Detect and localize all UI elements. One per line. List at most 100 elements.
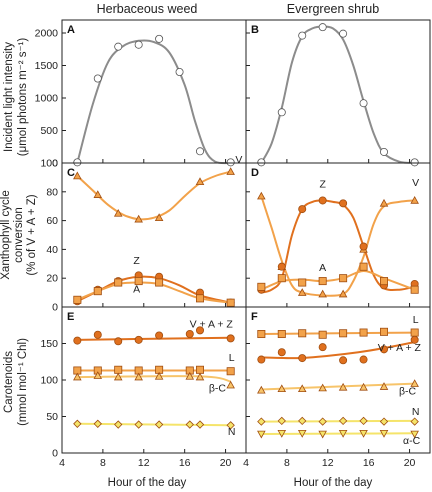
row-title-carotenoids-line2: (mmol mol⁻¹ Chl) [17, 338, 29, 426]
fit-curve-f-3 [261, 419, 415, 423]
row-title-xanthophyll-line3: (% of V + A + Z) [26, 194, 38, 275]
data-point-f-0-2 [298, 329, 307, 338]
panel-f: 4 8 12 16 20 F L V + A + Z β-C Nα-C [243, 306, 431, 469]
fit-curve-f-0 [261, 331, 415, 335]
data-point-f-2-3 [318, 383, 327, 392]
x-tick-label-f-16: 16 [363, 457, 375, 469]
data-point-f-0-7 [410, 328, 419, 337]
data-point-d-2-1 [277, 274, 286, 283]
panel-b: B [245, 19, 431, 167]
row-title-light: Incident light intensity (μmol photons m… [3, 38, 29, 157]
x-tick-label-e-8: 8 [100, 457, 106, 469]
data-point-c-0-3 [134, 214, 143, 223]
fit-curve-f-1 [261, 341, 415, 360]
data-point-d-2-3 [318, 277, 327, 286]
data-point-e-0-7 [226, 334, 235, 343]
y-tick-label-a-500: 500 [40, 125, 58, 137]
data-point-c-2-1 [93, 287, 102, 296]
data-point-d-0-3 [318, 289, 327, 298]
data-point-f-4-3 [318, 430, 327, 439]
data-point-f-3-4 [338, 416, 348, 426]
data-point-f-1-2 [298, 354, 307, 363]
panel-label-b: B [251, 24, 259, 36]
x-tick-label-f-8: 8 [284, 457, 290, 469]
data-point-f-3-0 [257, 417, 266, 426]
x-axis-title-right: Hour of the day [294, 477, 373, 489]
data-point-f-3-5 [359, 416, 368, 426]
data-point-f-4-6 [379, 430, 389, 438]
data-point-f-0-5 [359, 328, 368, 337]
data-point-e-2-1 [93, 371, 103, 379]
data-point-e-0-0 [73, 336, 82, 345]
data-point-f-2-4 [338, 382, 348, 391]
data-point-c-0-4 [154, 213, 164, 222]
annotation-d-1: V [412, 177, 419, 189]
annotation-c-1: Z [133, 255, 140, 267]
x-tick-label-e-20: 20 [220, 457, 232, 469]
data-point-f-2-1 [277, 384, 287, 393]
plot-frame-f [245, 306, 431, 454]
data-point-a-0-7 [226, 158, 235, 167]
fit-curve-c-0 [76, 170, 231, 221]
y-tick-label-e-0: 0 [52, 448, 58, 460]
x-axis-title-left: Hour of the day [108, 477, 187, 489]
data-point-f-3-7 [410, 417, 419, 426]
data-point-c-0-2 [113, 208, 123, 217]
data-point-b-0-5 [359, 99, 368, 108]
data-point-f-1-3 [318, 343, 327, 352]
data-point-b-0-6 [379, 147, 388, 156]
data-point-f-4-2 [297, 430, 307, 438]
data-point-d-0-6 [379, 198, 389, 207]
data-point-d-2-7 [410, 285, 419, 294]
x-tick-label-e-4: 4 [59, 457, 65, 469]
panel-a: 0 500 1000 1500 2000 A [35, 19, 247, 170]
data-point-f-4-5 [359, 430, 368, 438]
panel-label-a: A [67, 24, 75, 36]
data-point-e-0-4 [155, 331, 164, 340]
data-point-d-1-1 [277, 262, 286, 271]
data-point-a-0-0 [73, 158, 82, 167]
data-point-f-0-6 [379, 327, 388, 336]
data-point-d-2-4 [339, 274, 348, 283]
data-point-f-0-0 [257, 330, 266, 339]
column-title-evergreen: Evergreen shrub [287, 2, 379, 16]
y-tick-label-e-50: 50 [46, 411, 58, 423]
data-point-f-4-4 [338, 430, 348, 438]
data-point-f-1-0 [257, 355, 266, 364]
data-point-f-4-1 [277, 430, 287, 438]
data-point-f-2-5 [359, 382, 368, 391]
data-point-f-0-3 [318, 330, 327, 339]
plot-frame-c [61, 162, 247, 308]
panel-c: 0 20 40 60 80 100 C V Z A [40, 154, 247, 314]
data-point-f-4-0 [257, 430, 266, 439]
data-point-e-3-0 [73, 419, 82, 428]
data-point-f-3-6 [379, 417, 389, 426]
data-point-e-3-6 [195, 420, 205, 429]
data-point-d-2-0 [257, 282, 266, 291]
data-point-b-0-2 [298, 31, 307, 40]
fit-curve-e-3 [77, 422, 231, 427]
fit-curve-b-0 [260, 25, 415, 164]
data-point-c-0-5 [195, 177, 205, 186]
annotation-d-0: Z [319, 178, 326, 190]
y-tick-label-c-100: 100 [40, 158, 58, 170]
data-point-d-2-5 [359, 262, 368, 271]
x-tick-label-e-16: 16 [179, 457, 191, 469]
x-tick-label-f-12: 12 [322, 457, 334, 469]
data-point-c-0-1 [93, 190, 103, 198]
column-title-herbaceous: Herbaceous weed [97, 2, 198, 16]
data-point-b-0-0 [257, 158, 266, 167]
y-tick-label-a-1000: 1000 [35, 93, 59, 105]
data-point-e-2-2 [113, 372, 123, 381]
data-point-e-0-3 [134, 335, 143, 344]
data-point-c-2-6 [226, 298, 235, 307]
data-point-f-1-4 [339, 356, 348, 365]
y-tick-label-a-0: 0 [52, 158, 58, 170]
data-point-f-3-3 [318, 417, 327, 426]
fit-curve-f-4 [261, 432, 415, 435]
data-point-f-3-2 [298, 416, 307, 426]
data-point-f-1-7 [410, 335, 419, 344]
data-point-b-0-1 [277, 108, 286, 117]
